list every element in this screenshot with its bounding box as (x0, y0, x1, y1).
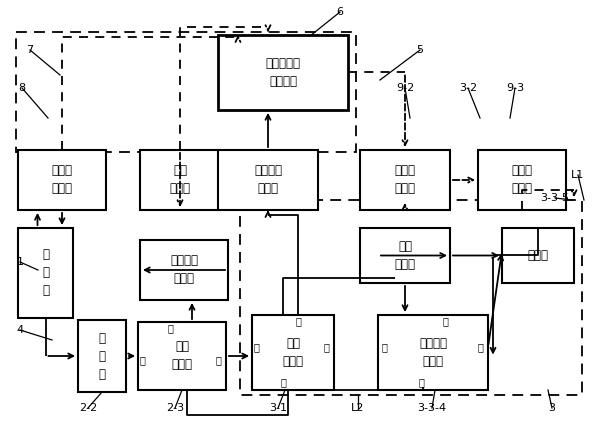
Bar (502, 228, 574, 283)
Bar (18, 228, 73, 318)
Text: L1: L1 (572, 170, 585, 180)
Text: 一: 一 (139, 355, 145, 365)
Bar (360, 228, 450, 283)
Text: 第二稳
相电路: 第二稳 相电路 (394, 165, 415, 195)
Bar (78, 320, 126, 392)
Text: 一: 一 (253, 343, 259, 352)
Bar (18, 150, 106, 210)
Bar (378, 315, 488, 390)
Bar (478, 150, 566, 210)
Text: 二: 二 (215, 355, 221, 365)
Text: 第一光电
探测器: 第一光电 探测器 (170, 255, 198, 286)
Text: 3-1: 3-1 (269, 403, 287, 413)
Bar (16, 32, 356, 152)
Text: 半波片: 半波片 (528, 249, 549, 262)
Text: 三: 三 (167, 323, 173, 333)
Bar (140, 240, 228, 300)
Text: 一: 一 (381, 343, 387, 352)
Text: 3: 3 (549, 403, 555, 413)
Text: 四: 四 (418, 377, 424, 387)
Text: 第二偏振
分束器: 第二偏振 分束器 (419, 337, 447, 368)
Text: 数据采集与
处理模块: 数据采集与 处理模块 (266, 57, 300, 88)
Bar (138, 322, 226, 390)
Text: 三: 三 (295, 316, 301, 326)
Bar (140, 150, 220, 210)
Text: 8: 8 (19, 83, 26, 93)
Text: 二: 二 (323, 343, 329, 352)
Text: 第二
分束器: 第二 分束器 (171, 341, 192, 371)
Text: 激
光
器: 激 光 器 (42, 248, 49, 297)
Bar (252, 315, 334, 390)
Text: 5: 5 (416, 45, 424, 55)
Bar (240, 200, 582, 395)
Text: 2-2: 2-2 (79, 403, 97, 413)
Text: 三: 三 (442, 316, 448, 326)
Text: 1: 1 (16, 257, 23, 267)
Text: 第二光电
探测器: 第二光电 探测器 (254, 165, 282, 195)
Text: 4: 4 (16, 325, 23, 335)
Text: 3-2: 3-2 (459, 83, 477, 93)
Text: 第二温
控模块: 第二温 控模块 (511, 165, 532, 195)
Text: 3-3-4: 3-3-4 (418, 403, 447, 413)
Text: 6: 6 (337, 7, 344, 17)
Text: 隔
离
器: 隔 离 器 (99, 332, 106, 381)
Text: 第一温
控模块: 第一温 控模块 (52, 165, 73, 195)
Text: 3-3-5: 3-3-5 (540, 193, 570, 203)
Bar (360, 150, 450, 210)
Text: 二: 二 (477, 343, 483, 352)
Text: 第一
分束器: 第一 分束器 (282, 337, 304, 368)
Bar (218, 35, 348, 110)
Text: 9-3: 9-3 (506, 83, 524, 93)
Text: 光纤
延时线: 光纤 延时线 (394, 240, 415, 271)
Text: L2: L2 (352, 403, 365, 413)
Text: 7: 7 (26, 45, 34, 55)
Text: 模数
转换器: 模数 转换器 (169, 165, 191, 195)
Text: 2-3: 2-3 (166, 403, 184, 413)
Text: 四: 四 (280, 377, 286, 387)
Text: 9-2: 9-2 (396, 83, 414, 93)
Bar (218, 150, 318, 210)
